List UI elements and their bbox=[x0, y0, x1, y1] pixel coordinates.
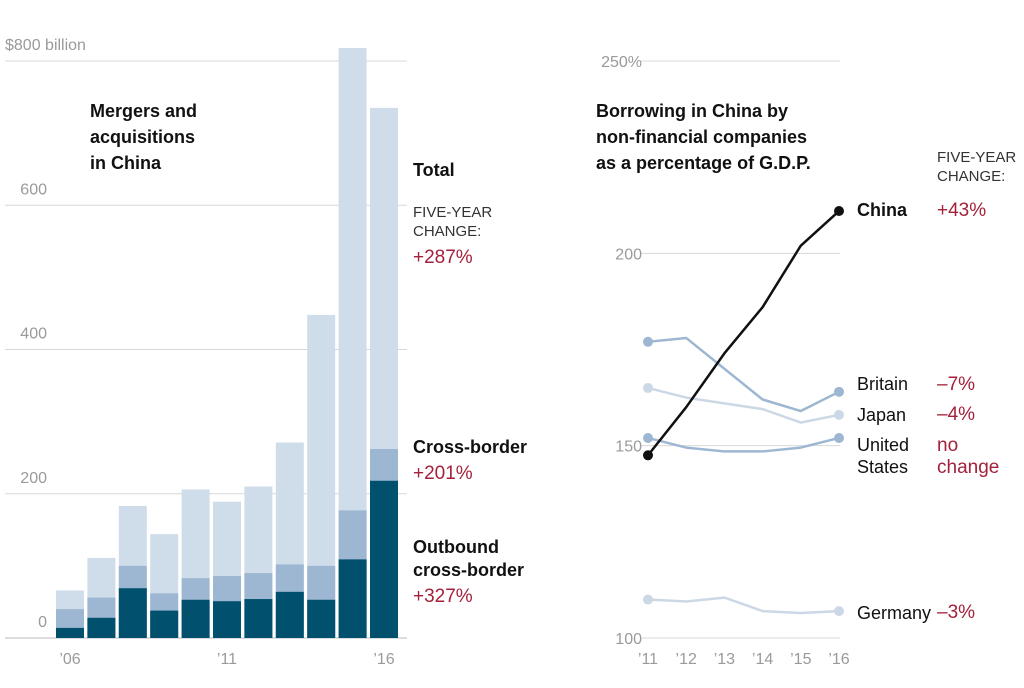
series-line-japan bbox=[647, 386, 840, 424]
bar-x-tick-label: ’11 bbox=[217, 651, 237, 668]
total-label: Total bbox=[413, 160, 455, 180]
line-x-tick-label: ’12 bbox=[676, 651, 697, 668]
series-change-germany: –3% bbox=[937, 602, 975, 623]
outbound-change-value: +327% bbox=[413, 586, 473, 607]
line-x-tick-label: ’16 bbox=[828, 651, 849, 668]
line-y-tick-label: 100 bbox=[615, 631, 642, 648]
line-x-tick-label: ’11 bbox=[638, 651, 658, 668]
cross-border-label: Cross-border bbox=[413, 437, 527, 457]
bar-chart: $800 billion 600 400 200 0 ’06 ’11 ’16 Mergers… bbox=[5, 37, 527, 668]
series-end-point-britain bbox=[834, 386, 844, 397]
bar-y-tick-label: $800 billion bbox=[5, 37, 86, 54]
bar-outbound-2010 bbox=[181, 599, 210, 638]
series-change-china: +43% bbox=[937, 200, 986, 221]
series-label-united-states-line-1: United bbox=[857, 435, 909, 455]
bar-y-tick-label: 600 bbox=[20, 181, 47, 198]
series-end-point-china bbox=[834, 206, 844, 217]
line-chart-title-line-3: as a percentage of G.D.P. bbox=[596, 153, 811, 173]
series-start-point-china bbox=[643, 450, 653, 461]
bar-outbound-2013 bbox=[275, 591, 304, 638]
series-end-point-japan bbox=[834, 409, 844, 420]
line-y-tick-label: 150 bbox=[615, 439, 642, 456]
outbound-label-line-2: cross-border bbox=[413, 560, 524, 580]
line-five-year-caption-line-1: FIVE-YEAR bbox=[937, 149, 1016, 166]
series-label-britain: Britain bbox=[857, 374, 908, 394]
series-change-united-states-line-2: change bbox=[937, 457, 999, 478]
bar-outbound-2014 bbox=[307, 599, 336, 638]
series-label-united-states-line-2: States bbox=[857, 457, 908, 477]
line-five-year-caption-line-2: CHANGE: bbox=[937, 168, 1005, 185]
bar-x-tick-label: ’16 bbox=[373, 651, 394, 668]
bar-outbound-2012 bbox=[244, 599, 273, 638]
five-year-caption-line-2: CHANGE: bbox=[413, 223, 481, 240]
bar-y-tick-label: 400 bbox=[20, 326, 47, 343]
series-end-point-united-states bbox=[834, 432, 844, 443]
line-chart-title-line-1: Borrowing in China by bbox=[596, 101, 788, 121]
outbound-label-line-1: Outbound bbox=[413, 537, 499, 557]
bar-outbound-2016 bbox=[370, 480, 398, 638]
bar-outbound-2009 bbox=[150, 610, 179, 638]
line-chart-title-line-2: non-financial companies bbox=[596, 127, 807, 147]
bar-x-tick-label: ’06 bbox=[59, 651, 80, 668]
series-change-united-states-line-1: no bbox=[937, 435, 958, 456]
series-change-britain: –7% bbox=[937, 374, 975, 395]
line-x-tick-label: ’13 bbox=[714, 651, 735, 668]
bar-y-tick-label: 0 bbox=[38, 614, 47, 631]
series-label-germany: Germany bbox=[857, 603, 931, 623]
bar-outbound-2008 bbox=[118, 588, 147, 638]
series-start-point-germany bbox=[643, 594, 653, 605]
series-label-china: China bbox=[857, 200, 908, 220]
line-x-tick-label: ’15 bbox=[790, 651, 811, 668]
series-line-germany bbox=[647, 596, 840, 615]
line-chart: 250% 200 150 100 ’11 ’12 ’13 ’14 ’15 ’16 Borrowi… bbox=[596, 54, 1016, 668]
series-line-united-states bbox=[647, 436, 840, 453]
bar-chart-title-line-3: in China bbox=[90, 153, 162, 173]
bar-chart-title-line-1: Mergers and bbox=[90, 101, 197, 121]
bar-outbound-2007 bbox=[87, 617, 116, 638]
line-x-tick-label: ’14 bbox=[752, 651, 773, 668]
bar-outbound-2006 bbox=[56, 627, 84, 638]
series-end-point-germany bbox=[834, 606, 844, 617]
five-year-caption-line-1: FIVE-YEAR bbox=[413, 204, 492, 221]
bar-outbound-2011 bbox=[213, 601, 241, 638]
series-line-china bbox=[647, 210, 840, 457]
line-y-tick-label: 250% bbox=[601, 54, 642, 71]
cross-border-change-value: +201% bbox=[413, 463, 473, 484]
total-change-value: +287% bbox=[413, 247, 473, 268]
series-start-point-britain bbox=[643, 336, 653, 347]
series-label-japan: Japan bbox=[857, 405, 906, 425]
bar-y-tick-label: 200 bbox=[20, 470, 47, 487]
bar-chart-title-line-2: acquisitions bbox=[90, 127, 195, 147]
series-start-point-united-states bbox=[643, 432, 653, 443]
series-start-point-japan bbox=[643, 382, 653, 393]
series-line-britain bbox=[647, 336, 840, 413]
line-y-tick-label: 200 bbox=[615, 246, 642, 263]
bar-outbound-2015 bbox=[338, 559, 367, 638]
series-change-japan: –4% bbox=[937, 404, 975, 425]
